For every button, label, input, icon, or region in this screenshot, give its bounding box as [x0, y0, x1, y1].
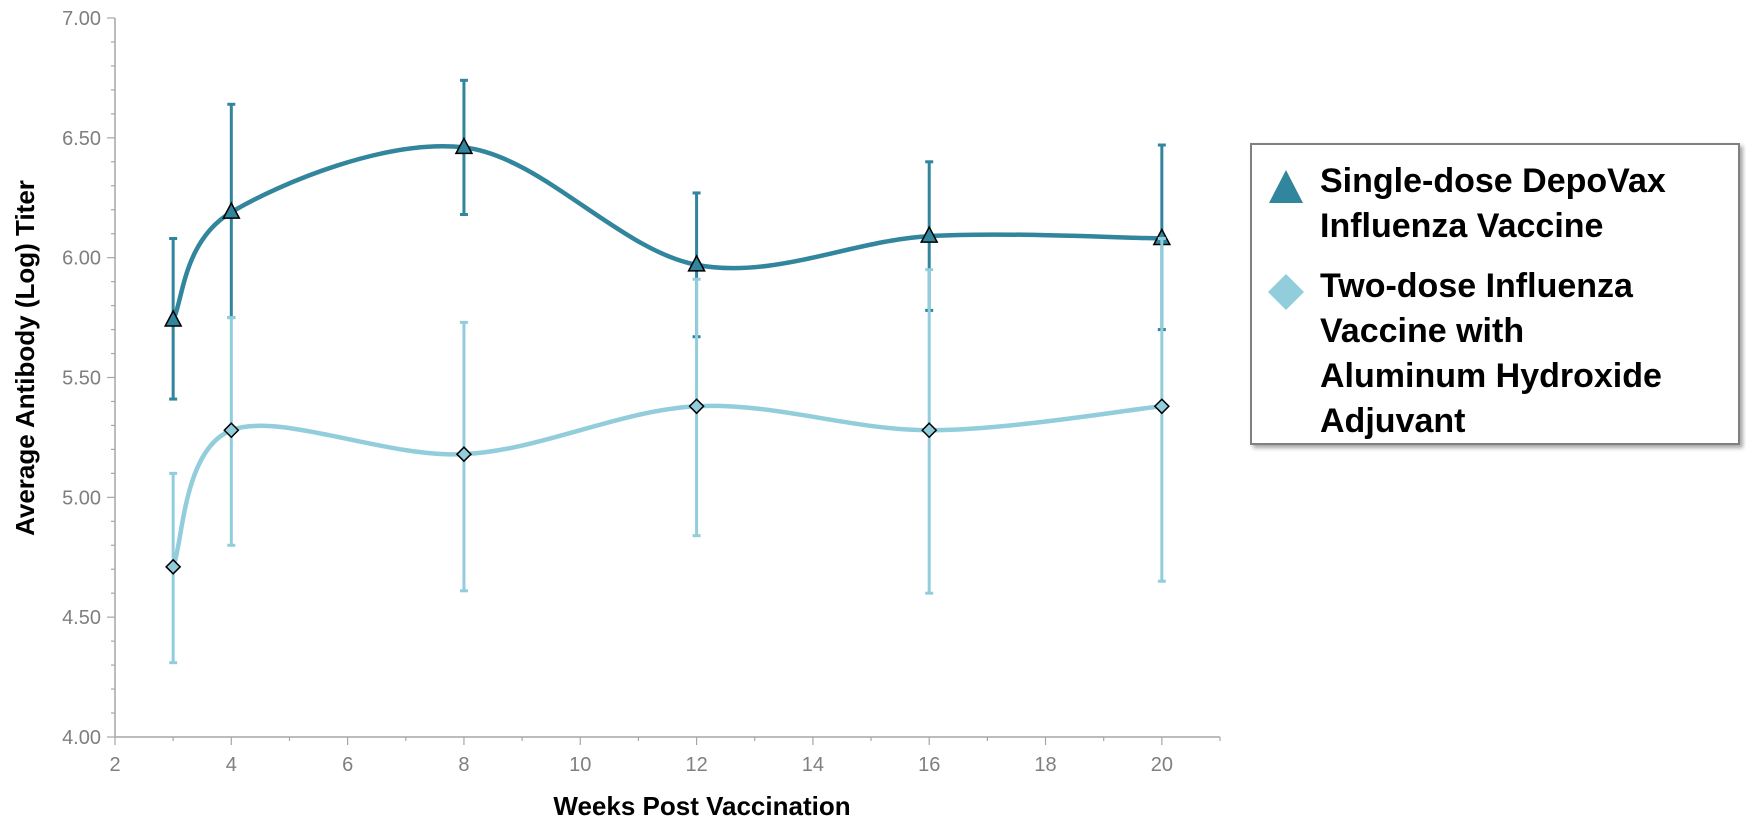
y-tick-label: 6.50	[62, 128, 101, 150]
legend-label-line: Two-dose Influenza	[1320, 267, 1633, 305]
axes: 4.00 4.50 5.00 5.50 6.00 6.50 7.00 2 4 6 8 10 12 14 16…	[62, 8, 1221, 776]
x-tick-label: 16	[918, 754, 940, 776]
data-point-diamond	[921, 422, 938, 439]
data-point-triangle	[687, 254, 706, 272]
series-line	[171, 144, 1162, 322]
data-point-diamond	[455, 446, 473, 463]
x-tick-label: 18	[1034, 754, 1056, 776]
x-tick-label: 10	[569, 754, 591, 776]
data-point-triangle	[163, 309, 183, 327]
x-tick-label: 4	[226, 754, 237, 776]
x-tick-label: 20	[1151, 754, 1173, 776]
series-depovax	[163, 78, 1172, 401]
x-tick-label: 12	[685, 754, 707, 776]
series-layer	[163, 78, 1172, 665]
data-point-diamond	[223, 422, 240, 439]
triangle-marker-icon	[1269, 170, 1303, 203]
legend-label-line: Aluminum Hydroxide	[1320, 357, 1662, 395]
diamond-marker-icon	[1268, 274, 1304, 310]
legend-label-line: Single-dose DepoVax	[1320, 162, 1666, 200]
data-point-triangle	[454, 136, 474, 155]
y-tick-label: 6.00	[62, 248, 101, 270]
x-axis-title: Weeks Post Vaccination	[553, 791, 850, 818]
legend-label-line: Influenza Vaccine	[1320, 207, 1604, 245]
legend-label-line: Adjuvant	[1320, 402, 1466, 440]
series-line	[171, 403, 1163, 568]
data-point-triangle	[222, 201, 241, 219]
x-tick-label: 14	[802, 754, 824, 776]
y-tick-label: 7.00	[62, 8, 101, 30]
legend-label-two-dose: Two-dose Influenza Vaccine with Aluminum…	[1320, 264, 1730, 444]
legend-label-depovax: Single-dose DepoVax Influenza Vaccine	[1320, 159, 1730, 249]
x-tick-label: 6	[342, 754, 353, 776]
y-axis-title: Average Antibody (Log) Titer	[10, 180, 40, 536]
y-tick-label: 5.00	[62, 487, 101, 509]
data-point-diamond	[688, 398, 705, 415]
data-point-diamond	[1153, 398, 1170, 415]
data-point-triangle	[919, 225, 939, 243]
legend: Single-dose DepoVax Influenza Vaccine Tw…	[1250, 143, 1740, 445]
data-point-diamond	[165, 558, 182, 575]
x-tick-label: 8	[458, 754, 469, 776]
y-tick-label: 5.50	[62, 368, 101, 390]
series-two-dose	[165, 236, 1170, 665]
y-tick-label: 4.00	[62, 727, 101, 749]
legend-label-line: Vaccine with	[1320, 312, 1525, 350]
y-tick-label: 4.50	[62, 607, 101, 629]
x-tick-label: 2	[109, 754, 120, 776]
